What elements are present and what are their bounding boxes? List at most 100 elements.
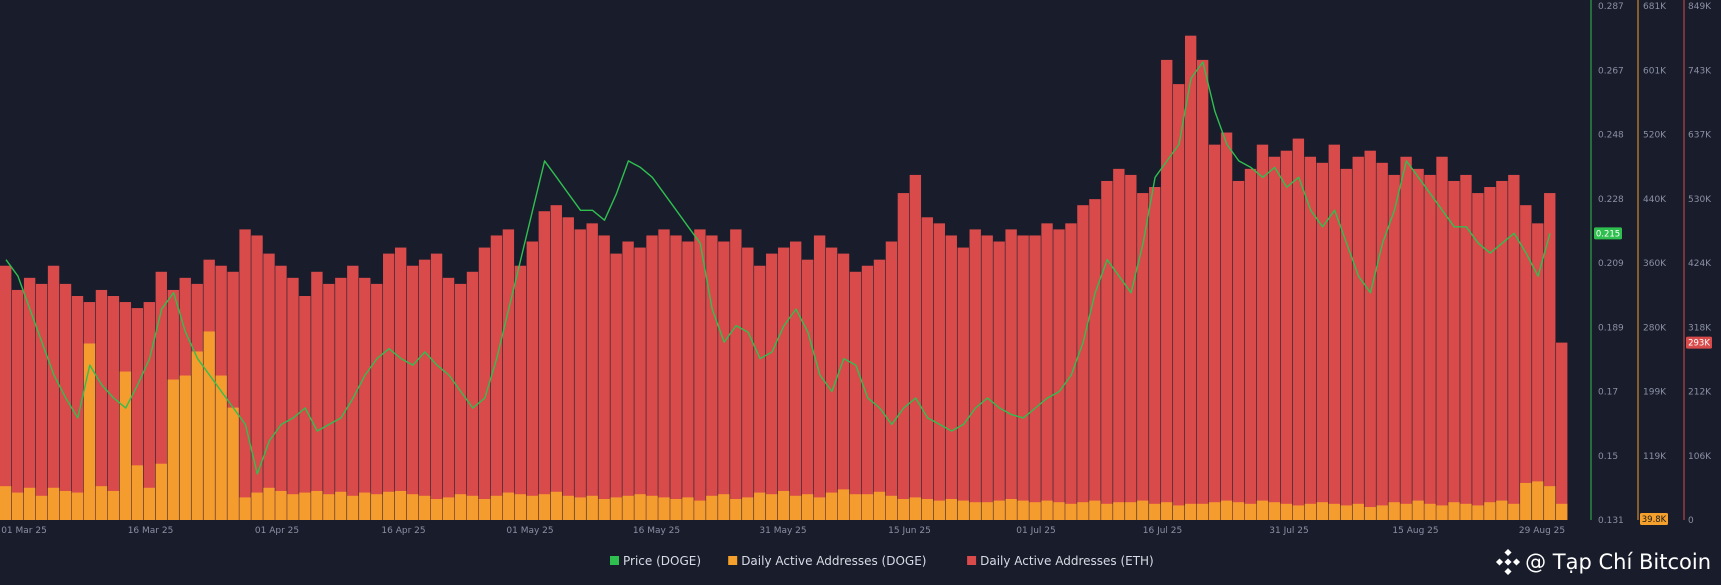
eth-bar — [71, 295, 84, 520]
eth-bar — [490, 235, 503, 520]
eth-bar — [143, 302, 156, 520]
eth-bar — [873, 259, 886, 520]
doge-bar — [263, 487, 275, 520]
x-tick-label: 16 Jul 25 — [1143, 526, 1183, 536]
doge-bar — [1137, 500, 1149, 520]
x-tick-label: 16 May 25 — [633, 526, 680, 536]
doge-bar — [299, 492, 311, 520]
eth-bar — [598, 235, 610, 520]
eth-bar — [861, 265, 874, 520]
eth-bar — [586, 223, 598, 521]
doge-bar — [562, 495, 574, 520]
doge-bar — [1472, 505, 1484, 520]
doge-bar — [514, 494, 527, 520]
doge-bar — [251, 492, 263, 520]
doge-bar — [622, 495, 634, 520]
eth-bar — [1173, 84, 1185, 520]
eth-bar — [263, 253, 275, 520]
eth-bar — [742, 247, 754, 521]
doge-bar — [143, 487, 156, 520]
doge-bar — [83, 343, 96, 520]
price-tick-label: 0.248 — [1598, 131, 1624, 141]
price-tick-label: 0.131 — [1598, 516, 1624, 526]
doge-bar — [1196, 503, 1209, 520]
doge-bar — [825, 492, 838, 520]
price-tick-label: 0.267 — [1598, 66, 1624, 76]
legend-label: Daily Active Addresses (DOGE) — [741, 554, 926, 568]
price-badge — [1594, 227, 1622, 240]
eth-bar — [1388, 174, 1400, 520]
doge-bar — [730, 498, 742, 520]
eth-bar — [957, 247, 969, 521]
x-tick-label: 01 Jul 25 — [1016, 526, 1056, 536]
doge-bar — [945, 498, 957, 520]
doge-bar — [873, 491, 886, 520]
eth-bar — [47, 265, 60, 520]
doge-bar — [1256, 500, 1269, 520]
eth-addresses-tick-label: 0 — [1688, 516, 1694, 526]
eth-bar — [1149, 187, 1161, 520]
eth-bar — [1256, 144, 1269, 520]
doge-bar — [550, 491, 562, 520]
eth-bar — [1328, 144, 1340, 520]
eth-bar — [359, 277, 371, 520]
price-tick-label: 0.15 — [1598, 452, 1618, 462]
eth-bar — [778, 247, 790, 521]
eth-bar — [35, 283, 48, 520]
eth-bar — [574, 229, 586, 520]
price-tick-label: 0.189 — [1598, 323, 1624, 333]
eth-bar — [658, 229, 670, 520]
eth-bar — [837, 253, 850, 520]
axes-group: 0.287 0.267 0.248 0.228 0.209 0.189 0.17 0.15 0.… — [1, 0, 1712, 536]
doge-bar — [658, 497, 670, 520]
doge-bar — [1005, 498, 1017, 520]
x-tick-label: 31 Jul 25 — [1269, 526, 1309, 536]
doge-bar — [1220, 500, 1233, 520]
eth-bar — [1089, 199, 1101, 520]
eth-bar — [718, 241, 730, 520]
eth-bar — [1280, 150, 1293, 520]
eth-bar — [754, 265, 766, 520]
eth-bar — [1268, 156, 1281, 520]
eth-bar — [131, 308, 144, 520]
eth-bar — [1496, 180, 1508, 521]
doge-bar — [1017, 500, 1029, 520]
eth-bar — [1053, 229, 1065, 520]
eth-bar — [945, 235, 957, 520]
doge-bar — [1232, 502, 1245, 520]
doge-bar — [1316, 502, 1329, 520]
price-tick-label: 0.287 — [1598, 2, 1624, 12]
eth-bar — [371, 283, 383, 520]
doge-bar — [1328, 503, 1340, 520]
eth-bar — [59, 283, 72, 520]
doge-bar — [215, 375, 227, 520]
doge-bar — [801, 494, 814, 520]
eth-bar — [969, 229, 981, 520]
doge-bar — [478, 498, 491, 520]
doge-bar — [59, 490, 72, 520]
eth-bar — [502, 229, 515, 520]
doge-bar — [1412, 500, 1424, 520]
doge-bar — [813, 497, 826, 520]
x-tick-label: 15 Jun 25 — [888, 526, 931, 536]
doge-bar — [742, 497, 754, 520]
doge-bar — [897, 498, 910, 520]
doge-bar — [598, 498, 610, 520]
doge-bar — [1053, 502, 1065, 520]
eth-bar — [155, 271, 167, 520]
doge-bar — [837, 489, 850, 520]
x-tick-label: 01 Apr 25 — [255, 526, 299, 536]
doge-bar — [1208, 502, 1221, 520]
eth-addresses-badge — [1686, 336, 1712, 349]
eth-bar — [885, 241, 898, 520]
eth-bar — [1208, 144, 1221, 520]
eth-bar — [993, 241, 1005, 520]
doge-bar — [1077, 502, 1089, 520]
watermark-text: @ Tạp Chí Bitcoin — [1525, 550, 1711, 574]
doge-bar — [383, 491, 395, 520]
eth-bar — [1436, 156, 1448, 520]
doge-bar — [526, 495, 539, 520]
x-tick-label: 31 May 25 — [759, 526, 806, 536]
doge-bar — [766, 494, 778, 520]
doge-bar — [1292, 505, 1305, 520]
